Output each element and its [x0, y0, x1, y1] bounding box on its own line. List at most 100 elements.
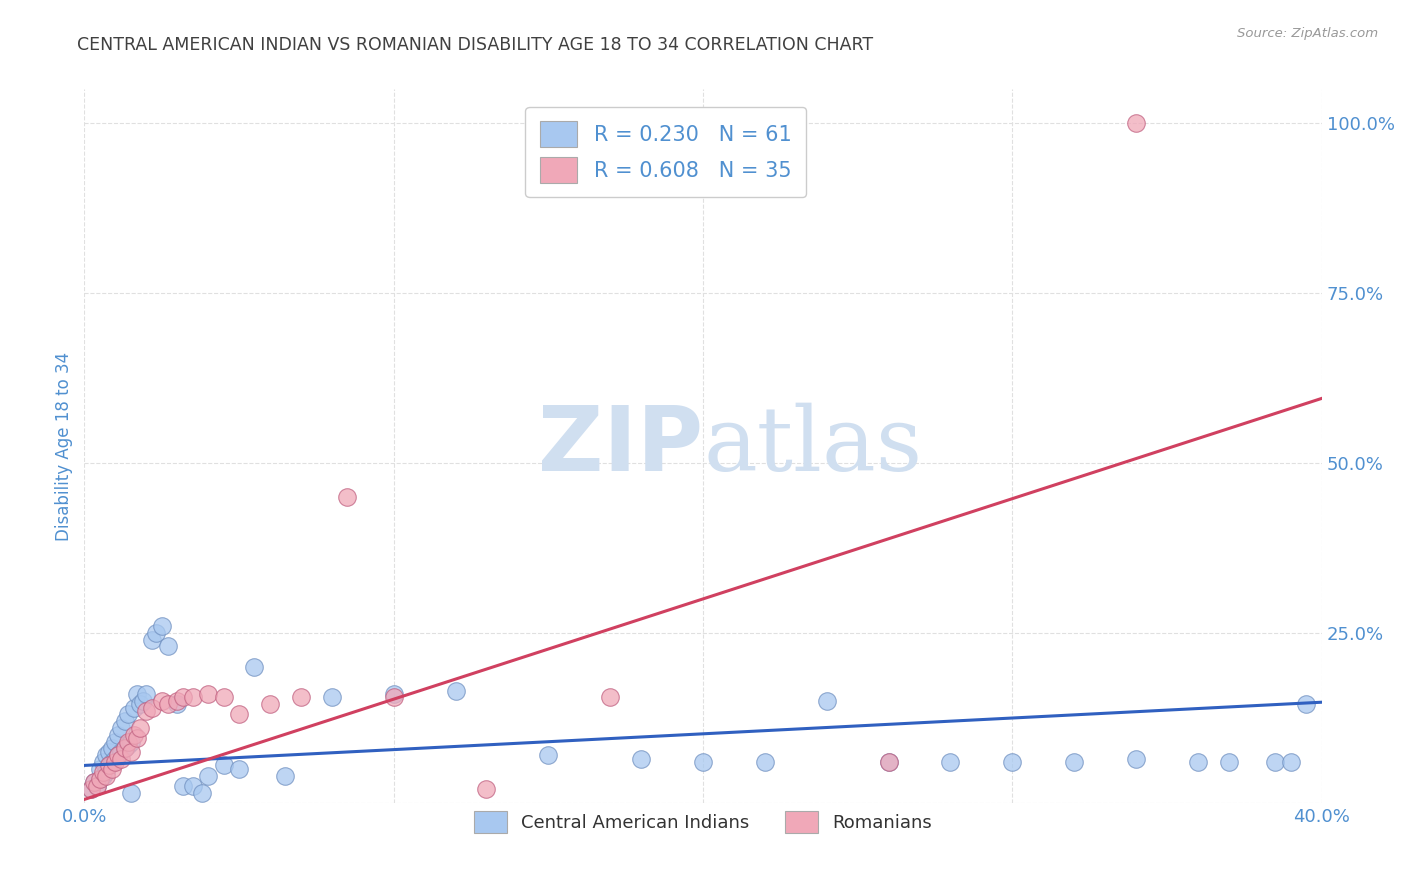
Point: [172, 690, 194, 705]
Point: [537, 748, 560, 763]
Text: CENTRAL AMERICAN INDIAN VS ROMANIAN DISABILITY AGE 18 TO 34 CORRELATION CHART: CENTRAL AMERICAN INDIAN VS ROMANIAN DISA…: [77, 36, 873, 54]
Point: [135, 687, 157, 701]
Point: [290, 690, 312, 705]
Point: [129, 721, 152, 735]
Point: [1063, 755, 1085, 769]
Point: [630, 751, 652, 765]
Point: [114, 741, 136, 756]
Point: [877, 755, 900, 769]
Point: [150, 619, 173, 633]
Point: [110, 751, 132, 765]
Point: [122, 728, 145, 742]
Point: [1125, 116, 1147, 130]
Point: [117, 738, 139, 752]
Point: [156, 640, 179, 654]
Point: [125, 687, 148, 701]
Point: [197, 769, 219, 783]
Point: [110, 745, 132, 759]
Text: ZIP: ZIP: [538, 402, 703, 490]
Point: [104, 751, 127, 765]
Point: [104, 755, 127, 769]
Point: [98, 758, 121, 772]
Point: [129, 698, 152, 712]
Point: [212, 758, 235, 772]
Y-axis label: Disability Age 18 to 34: Disability Age 18 to 34: [55, 351, 73, 541]
Point: [259, 698, 281, 712]
Point: [1187, 755, 1209, 769]
Point: [120, 786, 142, 800]
Point: [274, 769, 297, 783]
Point: [444, 683, 467, 698]
Point: [110, 721, 132, 735]
Point: [101, 755, 124, 769]
Point: [91, 769, 114, 783]
Point: [79, 782, 101, 797]
Point: [107, 728, 129, 742]
Point: [145, 626, 167, 640]
Point: [877, 755, 900, 769]
Point: [101, 741, 124, 756]
Point: [599, 690, 621, 705]
Point: [104, 734, 127, 748]
Point: [107, 748, 129, 763]
Point: [228, 707, 250, 722]
Legend: Central American Indians, Romanians: Central American Indians, Romanians: [463, 800, 943, 844]
Point: [89, 772, 111, 786]
Point: [475, 782, 498, 797]
Point: [120, 734, 142, 748]
Point: [181, 779, 204, 793]
Point: [101, 762, 124, 776]
Point: [94, 765, 117, 780]
Point: [1279, 755, 1302, 769]
Point: [156, 698, 179, 712]
Point: [114, 714, 136, 729]
Point: [94, 769, 117, 783]
Point: [83, 775, 105, 789]
Text: atlas: atlas: [703, 402, 922, 490]
Point: [1218, 755, 1240, 769]
Point: [141, 632, 163, 647]
Point: [321, 690, 343, 705]
Point: [166, 694, 188, 708]
Point: [150, 694, 173, 708]
Point: [122, 700, 145, 714]
Point: [382, 687, 405, 701]
Point: [228, 762, 250, 776]
Point: [135, 704, 157, 718]
Point: [1001, 755, 1024, 769]
Point: [79, 782, 101, 797]
Point: [91, 765, 114, 780]
Point: [191, 786, 214, 800]
Point: [117, 707, 139, 722]
Point: [336, 490, 359, 504]
Point: [98, 745, 121, 759]
Point: [94, 748, 117, 763]
Point: [98, 758, 121, 772]
Point: [197, 687, 219, 701]
Point: [141, 700, 163, 714]
Point: [243, 660, 266, 674]
Point: [1264, 755, 1286, 769]
Point: [107, 748, 129, 763]
Text: Source: ZipAtlas.com: Source: ZipAtlas.com: [1237, 27, 1378, 40]
Point: [83, 775, 105, 789]
Point: [1295, 698, 1317, 712]
Point: [754, 755, 776, 769]
Point: [212, 690, 235, 705]
Point: [89, 762, 111, 776]
Point: [692, 755, 714, 769]
Point: [86, 779, 108, 793]
Point: [91, 755, 114, 769]
Point: [939, 755, 962, 769]
Point: [172, 779, 194, 793]
Point: [181, 690, 204, 705]
Point: [1125, 751, 1147, 765]
Point: [114, 741, 136, 756]
Point: [815, 694, 838, 708]
Point: [166, 698, 188, 712]
Point: [86, 779, 108, 793]
Point: [125, 731, 148, 746]
Point: [89, 772, 111, 786]
Point: [120, 745, 142, 759]
Point: [132, 694, 155, 708]
